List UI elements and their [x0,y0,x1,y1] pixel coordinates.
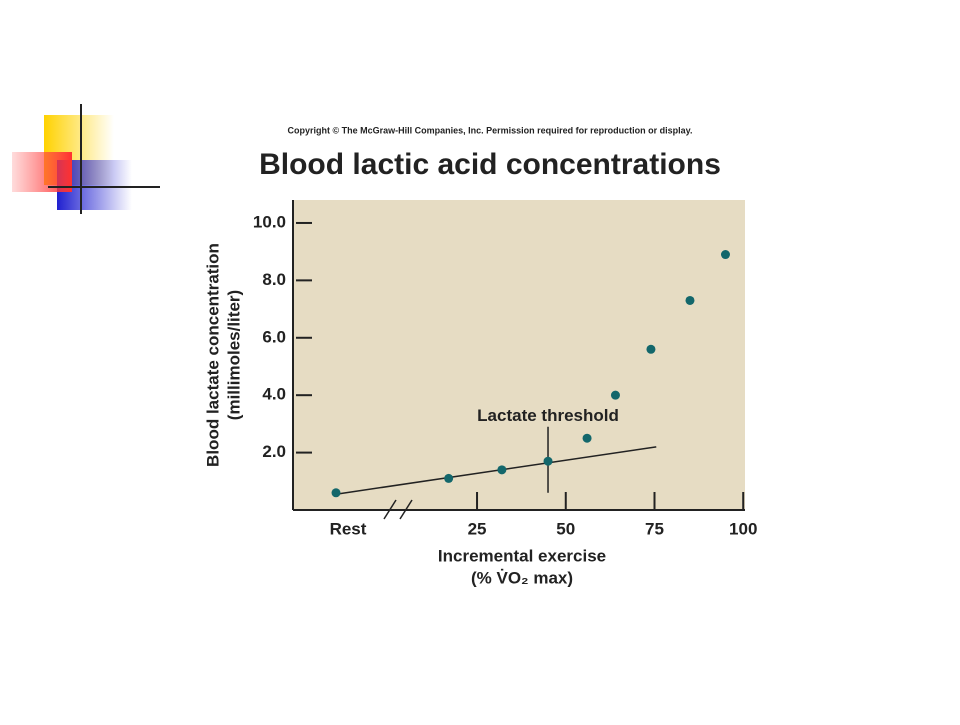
y-tick-label: 8.0 [262,270,286,289]
data-point [610,390,620,400]
plot-area [293,200,745,510]
data-point [444,473,454,483]
copyright: Copyright © The McGraw-Hill Companies, I… [287,125,692,135]
trend-line [335,446,657,495]
chart-title: Blood lactic acid concentrations [259,148,721,181]
x-tick-label: 25 [468,519,487,538]
y-axis-label: (millimoles/liter) [224,290,243,420]
axis-break [383,499,413,520]
data-point [497,465,507,475]
data-point [646,344,656,354]
y-tick-label: 4.0 [262,385,286,404]
data-point [685,295,695,305]
x-axis-label: Incremental exercise [438,546,606,565]
annotation: Lactate threshold [477,406,619,425]
slide-decoration [12,104,160,214]
y-tick-label: 2.0 [262,442,286,461]
y-tick-label: 10.0 [253,212,286,231]
data-point [720,250,730,260]
x-axis-label: (% V̇O₂ max) [471,568,573,587]
x-tick-label: 50 [556,519,575,538]
data-point [543,456,553,466]
x-tick-label: Rest [330,519,367,538]
y-axis-label: Blood lactate concentration [203,243,222,467]
x-tick-label: 100 [729,519,757,538]
data-point [331,488,341,498]
data-point [582,433,592,443]
x-tick-label: 75 [645,519,664,538]
y-tick-label: 6.0 [262,327,286,346]
